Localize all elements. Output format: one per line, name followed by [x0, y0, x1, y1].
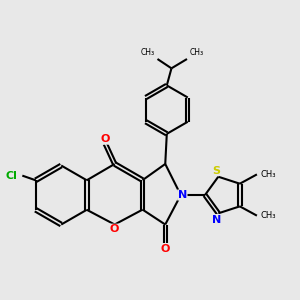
- Text: O: O: [160, 244, 170, 254]
- Text: O: O: [100, 134, 110, 144]
- Text: Cl: Cl: [5, 171, 17, 181]
- Text: CH₃: CH₃: [260, 170, 275, 179]
- Text: O: O: [110, 224, 119, 234]
- Text: N: N: [178, 190, 187, 200]
- Text: CH₃: CH₃: [260, 211, 275, 220]
- Text: CH₃: CH₃: [190, 49, 204, 58]
- Text: S: S: [213, 166, 221, 176]
- Text: N: N: [212, 214, 221, 224]
- Text: CH₃: CH₃: [141, 49, 155, 58]
